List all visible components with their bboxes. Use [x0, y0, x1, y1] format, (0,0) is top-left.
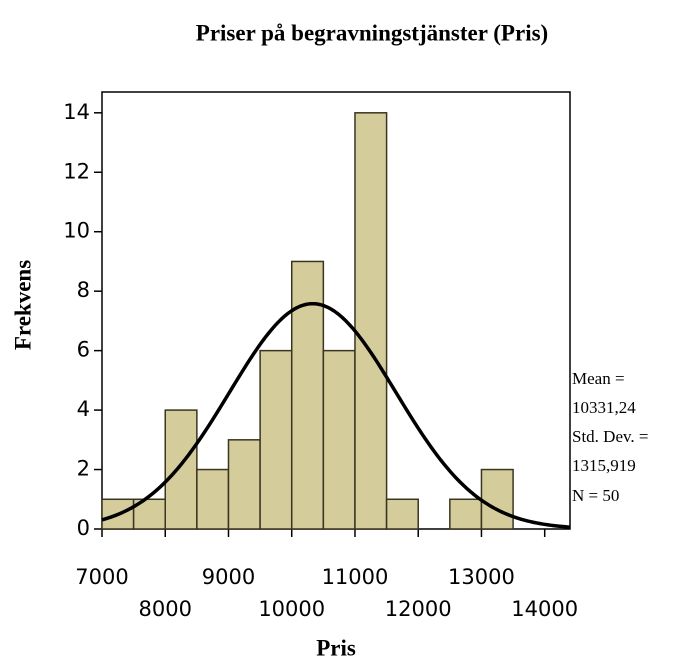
x-tick-label: 11000: [322, 565, 389, 589]
bar: [385, 498, 419, 530]
stat-value: 50: [602, 486, 619, 505]
bar: [196, 468, 230, 530]
y-tick-label: 6: [77, 338, 90, 362]
y-tick-label: 8: [77, 278, 90, 302]
stat-n: N = 50: [572, 486, 619, 505]
stat-label: Std. Dev. =: [572, 427, 648, 446]
x-tick-label: 8000: [139, 597, 192, 621]
x-tick-label: 10000: [258, 597, 325, 621]
stat-label: N =: [572, 486, 598, 505]
x-tick-label: 9000: [202, 565, 255, 589]
chart-title: Priser på begravningstjänster (Pris): [196, 20, 548, 45]
y-tick-label: 0: [77, 516, 90, 540]
bar: [480, 468, 514, 530]
x-axis-label: Pris: [316, 635, 356, 660]
x-tick-label: 14000: [511, 597, 578, 621]
x-tick-label: 13000: [448, 565, 515, 589]
bar: [449, 498, 483, 530]
normal-curve: [101, 301, 571, 529]
x-tick-label: 7000: [75, 565, 128, 589]
stat-label: Mean =: [572, 369, 625, 388]
y-tick-label: 4: [77, 397, 90, 421]
y-tick-label: 14: [63, 100, 90, 124]
bar: [259, 349, 293, 530]
y-axis-label: Frekvens: [10, 260, 35, 350]
bar: [322, 349, 356, 530]
bar: [227, 439, 261, 530]
bar: [290, 260, 325, 530]
bar: [354, 112, 388, 530]
y-tick-label: 10: [63, 219, 90, 243]
y-tick-label: 2: [77, 457, 90, 481]
stat-value: 1315,919: [572, 456, 636, 475]
y-tick-label: 12: [63, 159, 90, 183]
x-tick-label: 12000: [385, 597, 452, 621]
bar: [164, 409, 198, 530]
stat-value: 10331,24: [572, 398, 636, 417]
